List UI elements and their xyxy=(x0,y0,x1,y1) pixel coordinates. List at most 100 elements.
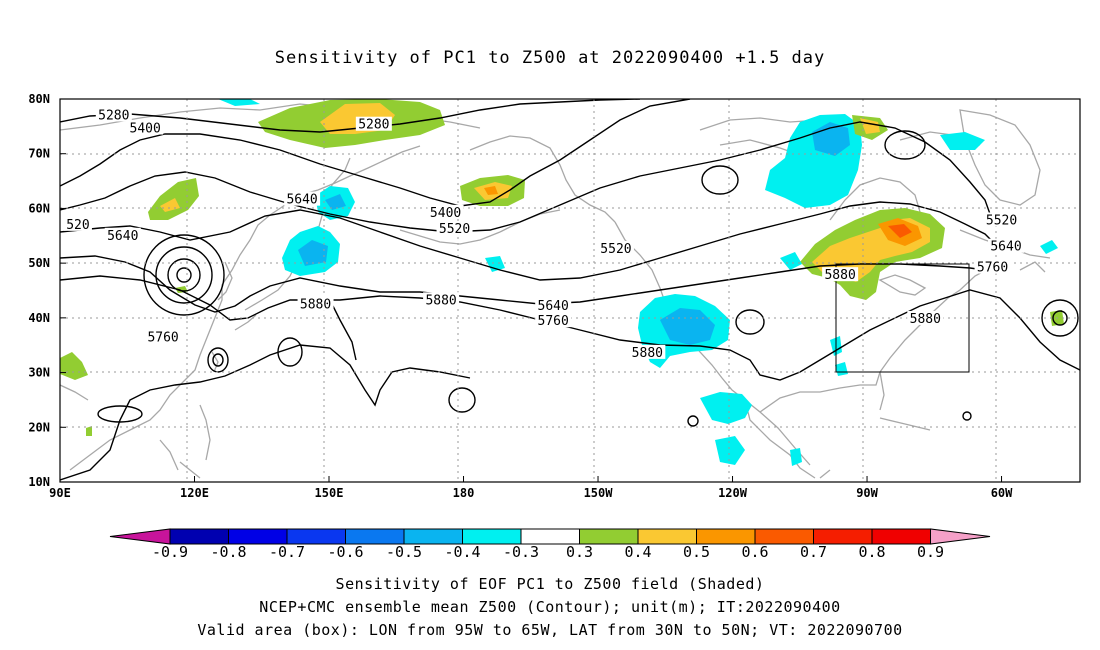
lon-tick-label: 120W xyxy=(718,486,748,500)
colorbar-label: 0.4 xyxy=(624,543,651,561)
caption-shaded: Sensitivity of EOF PC1 to Z500 field (Sh… xyxy=(335,575,765,593)
contour-label-bg xyxy=(597,240,634,255)
contour-label-bg xyxy=(822,267,859,282)
colorbar-swatch xyxy=(696,528,756,545)
contour-label: 5880 xyxy=(425,293,456,308)
contour-label: 5520 xyxy=(986,213,1017,228)
colorbar-label: -0.6 xyxy=(327,543,363,561)
contour-label-bg xyxy=(63,216,92,231)
contour-label-bg xyxy=(104,227,141,242)
contour-label: 5760 xyxy=(147,331,178,346)
lat-tick-label: 10N xyxy=(28,475,50,489)
contour-label: 5520 xyxy=(439,222,470,237)
lat-tick-label: 20N xyxy=(28,420,50,434)
colorbar-swatch xyxy=(228,528,288,545)
lon-tick-label: 90W xyxy=(856,486,878,500)
lon-tick-label: 60W xyxy=(991,486,1013,500)
contour-label-bg xyxy=(535,297,572,312)
contour-label-bg xyxy=(988,238,1025,253)
colorbar-label: -0.8 xyxy=(210,543,246,561)
colorbar-swatch xyxy=(813,528,873,545)
contour-label: 5520 xyxy=(600,242,631,257)
colorbar-low-arrow xyxy=(109,528,171,545)
contour-label: 520 xyxy=(66,218,89,233)
colorbar: -0.9 -0.8 -0.7 -0.6 -0.5 -0.4 -0.3 0.3 0.4 0.5 0.6… xyxy=(109,528,991,561)
colorbar-swatch xyxy=(637,528,697,545)
colorbar-label: -0.3 xyxy=(503,543,539,561)
caption-valid-area: Valid area (box): LON from 95W to 65W, L… xyxy=(197,621,903,639)
colorbar-label: -0.4 xyxy=(444,543,480,561)
longitude-axis: 90E 120E 150E 180 150W 120W 90W 60W xyxy=(49,476,1013,500)
colorbar-label: 0.8 xyxy=(858,543,885,561)
colorbar-label: 0.7 xyxy=(800,543,827,561)
colorbar-high-arrow xyxy=(930,528,991,545)
colorbar-label: 0.5 xyxy=(683,543,710,561)
colorbar-label: -0.7 xyxy=(269,543,305,561)
colorbar-swatch xyxy=(403,528,463,545)
lat-tick-label: 40N xyxy=(28,311,50,325)
colorbar-swatch xyxy=(871,528,931,545)
contour-label-bg xyxy=(629,344,666,359)
colorbar-swatch xyxy=(462,528,522,545)
contour-label: 5880 xyxy=(300,298,331,313)
contour-label-bg xyxy=(907,310,944,325)
contour-label-bg xyxy=(127,120,164,135)
colorbar-label: -0.9 xyxy=(152,543,188,561)
contour-label: 5280 xyxy=(358,118,389,133)
lon-tick-label: 150E xyxy=(315,486,344,500)
lon-tick-label: 180 xyxy=(453,486,475,500)
contour-label: 5760 xyxy=(977,261,1008,276)
contour-label: 5400 xyxy=(130,122,161,137)
contour-label-bg xyxy=(297,296,334,311)
contour-label-bg xyxy=(423,292,460,307)
lat-tick-label: 70N xyxy=(28,147,50,161)
contour-label: 5640 xyxy=(990,240,1021,255)
colorbar-label: 0.6 xyxy=(741,543,768,561)
contour-label-bg xyxy=(284,191,321,206)
contour-label-bg xyxy=(355,116,392,131)
sensitivity-shading xyxy=(60,99,1064,466)
colorbar-label: 0.9 xyxy=(917,543,944,561)
colorbar-swatch xyxy=(169,528,229,545)
colorbar-swatch xyxy=(754,528,814,545)
contour-label-bg xyxy=(95,107,132,122)
latitude-axis: 80N 70N 60N 50N 40N 30N 20N 10N xyxy=(28,92,66,489)
lat-tick-label: 50N xyxy=(28,256,50,270)
gridlines xyxy=(60,99,1080,482)
map-title: Sensitivity of PC1 to Z500 at 2022090400… xyxy=(274,48,826,68)
colorbar-swatch xyxy=(286,528,346,545)
contour-label-bg xyxy=(983,212,1020,227)
contour-label: 5280 xyxy=(98,108,129,123)
contour-label-bg xyxy=(535,313,572,328)
contour-label-bg xyxy=(974,259,1011,274)
contour-label-bg xyxy=(145,329,182,344)
valid-area-box xyxy=(835,263,970,373)
lat-tick-label: 80N xyxy=(28,92,50,106)
colorbar-swatch xyxy=(579,528,639,545)
contour-label: 5880 xyxy=(824,268,855,283)
colorbar-label: 0.3 xyxy=(566,543,593,561)
lon-tick-label: 150W xyxy=(584,486,614,500)
contour-label: 5880 xyxy=(910,312,941,327)
caption-contour: NCEP+CMC ensemble mean Z500 (Contour); u… xyxy=(259,598,841,616)
contour-label: 5760 xyxy=(538,314,569,329)
colorbar-label: -0.5 xyxy=(386,543,422,561)
colorbar-swatch xyxy=(520,528,580,545)
lon-tick-label: 90E xyxy=(49,486,71,500)
contour-label-bg xyxy=(427,204,464,219)
colorbar-swatch xyxy=(345,528,405,545)
lon-tick-label: 120E xyxy=(180,486,209,500)
contour-label-bg xyxy=(436,221,473,236)
contour-label: 5640 xyxy=(538,299,569,314)
contour-label: 5400 xyxy=(430,206,461,221)
contour-label: 5880 xyxy=(632,346,663,361)
lat-tick-label: 60N xyxy=(28,201,50,215)
contour-label: 5640 xyxy=(286,193,317,208)
lat-tick-label: 30N xyxy=(28,366,50,380)
coastlines xyxy=(60,103,1051,479)
plot-frame xyxy=(59,98,1081,483)
contour-label: 5640 xyxy=(107,229,138,244)
z500-contours xyxy=(60,99,1080,481)
